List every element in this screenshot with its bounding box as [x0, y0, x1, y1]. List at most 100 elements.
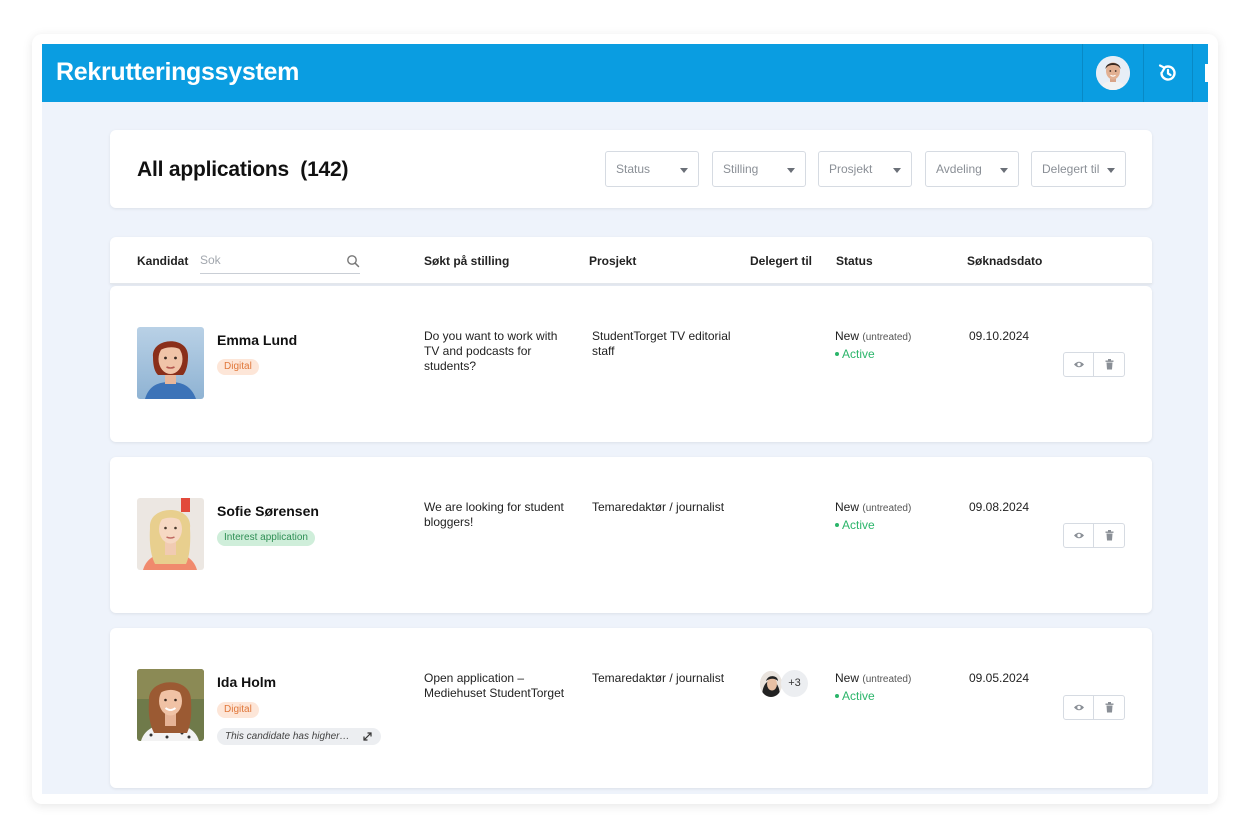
status-state: Active	[842, 347, 875, 361]
filter-project[interactable]: Prosjekt	[818, 151, 912, 187]
view-button[interactable]	[1064, 353, 1094, 376]
candidate-tag: Digital	[217, 702, 259, 718]
view-button[interactable]	[1064, 696, 1094, 719]
eye-icon	[1074, 704, 1084, 711]
filter-position[interactable]: Stilling	[712, 151, 806, 187]
status-new: New (untreated)	[835, 671, 911, 687]
status-new: New (untreated)	[835, 500, 911, 516]
status-main: New	[835, 329, 860, 343]
filter-label: Delegert til	[1042, 162, 1100, 176]
candidate-photo	[137, 498, 204, 570]
active-dot-icon	[835, 693, 839, 698]
active-dot-icon	[835, 351, 839, 356]
candidate-tag: Interest application	[217, 530, 315, 546]
job-title: Do you want to work with TV and podcasts…	[424, 329, 558, 373]
status-active: Active	[835, 347, 911, 362]
top-bar-divider	[1192, 44, 1193, 102]
chevron-down-icon	[893, 168, 901, 173]
candidate-photo	[137, 669, 204, 741]
applications-header: All applications (142) Status Stilling P…	[110, 130, 1152, 208]
delete-button[interactable]	[1095, 353, 1125, 376]
view-button[interactable]	[1064, 524, 1094, 547]
column-date[interactable]: Søknadsdato	[967, 254, 1043, 268]
app-title: Rekrutteringssystem	[56, 58, 300, 86]
trash-icon	[1105, 530, 1114, 541]
candidate-name[interactable]: Ida Holm	[217, 674, 277, 690]
row-actions	[1063, 695, 1125, 720]
candidate-tag: Digital	[217, 359, 259, 375]
column-delegated[interactable]: Delegert til	[750, 254, 813, 268]
menu-edge-icon[interactable]	[1205, 64, 1208, 82]
filter-label: Status	[616, 162, 651, 176]
column-job[interactable]: Søkt på stilling	[424, 254, 510, 268]
active-dot-icon	[835, 522, 839, 527]
chevron-down-icon	[1107, 168, 1115, 173]
table-header: Kandidat Søkt på stilling Prosjekt Deleg…	[110, 237, 1152, 284]
delete-button[interactable]	[1095, 524, 1125, 547]
candidate-photo	[137, 327, 204, 399]
application-count: (142)	[300, 158, 349, 181]
eye-icon	[1074, 532, 1084, 539]
search-input[interactable]	[200, 253, 340, 267]
trash-icon	[1105, 359, 1114, 370]
status-cell: New (untreated) Active	[835, 329, 911, 362]
status-active: Active	[835, 518, 911, 533]
top-bar-divider	[1143, 44, 1144, 102]
delegate-avatar[interactable]	[760, 671, 782, 697]
candidate-name[interactable]: Sofie Sørensen	[217, 503, 319, 519]
table-row[interactable]: Emma Lund Digital Do you want to work wi…	[110, 286, 1152, 442]
history-icon	[1158, 64, 1176, 81]
chevron-down-icon	[680, 168, 688, 173]
search-icon[interactable]	[346, 254, 360, 268]
user-avatar[interactable]	[1096, 56, 1130, 90]
status-main: New	[835, 671, 860, 685]
column-project[interactable]: Prosjekt	[589, 254, 637, 268]
job-title: We are looking for student bloggers!	[424, 500, 564, 529]
page-title-text: All applications	[137, 158, 289, 181]
delegate-avatar-icon	[760, 671, 782, 697]
application-date: 09.08.2024	[969, 500, 1030, 514]
status-sub: (untreated)	[862, 674, 912, 685]
row-actions	[1063, 352, 1125, 377]
column-status[interactable]: Status	[836, 254, 873, 268]
delegate-more-badge[interactable]: +3	[781, 670, 808, 697]
status-new: New (untreated)	[835, 329, 911, 345]
top-bar: Rekrutteringssystem	[42, 44, 1208, 102]
project-name: StudentTorget TV editorial staff	[592, 329, 731, 358]
application-date: 09.05.2024	[969, 671, 1030, 685]
expand-icon[interactable]	[362, 731, 373, 742]
trash-icon	[1105, 702, 1114, 713]
candidate-search	[200, 246, 360, 274]
candidate-note[interactable]: This candidate has higher…	[217, 728, 381, 745]
filter-delegated[interactable]: Delegert til	[1031, 151, 1126, 187]
status-main: New	[835, 500, 860, 514]
status-active: Active	[835, 689, 911, 704]
status-state: Active	[842, 689, 875, 703]
column-candidate[interactable]: Kandidat	[137, 254, 189, 268]
user-avatar-icon	[1096, 56, 1130, 90]
row-actions	[1063, 523, 1125, 548]
delete-button[interactable]	[1095, 696, 1125, 719]
filter-label: Prosjekt	[829, 162, 873, 176]
candidate-name[interactable]: Emma Lund	[217, 332, 298, 348]
chevron-down-icon	[787, 168, 795, 173]
project-name: Temaredaktør / journalist	[592, 671, 725, 685]
job-title: Open application – Mediehuset StudentTor…	[424, 671, 565, 700]
project-name: Temaredaktør / journalist	[592, 500, 725, 514]
note-text: This candidate has higher…	[225, 731, 350, 742]
chevron-down-icon	[1000, 168, 1008, 173]
status-sub: (untreated)	[862, 503, 912, 514]
table-row[interactable]: Ida Holm Digital This candidate has high…	[110, 628, 1152, 788]
status-cell: New (untreated) Active	[835, 500, 911, 533]
app-window: Rekrutteringssystem	[42, 44, 1208, 794]
history-button[interactable]	[1156, 61, 1180, 85]
filter-department[interactable]: Avdeling	[925, 151, 1019, 187]
status-sub: (untreated)	[862, 332, 912, 343]
page-title: All applications (142)	[137, 158, 349, 182]
application-date: 09.10.2024	[969, 329, 1030, 343]
filter-label: Avdeling	[936, 162, 982, 176]
top-bar-divider	[1082, 44, 1083, 102]
filter-status[interactable]: Status	[605, 151, 699, 187]
eye-icon	[1074, 361, 1084, 368]
table-row[interactable]: Sofie Sørensen Interest application We a…	[110, 457, 1152, 613]
